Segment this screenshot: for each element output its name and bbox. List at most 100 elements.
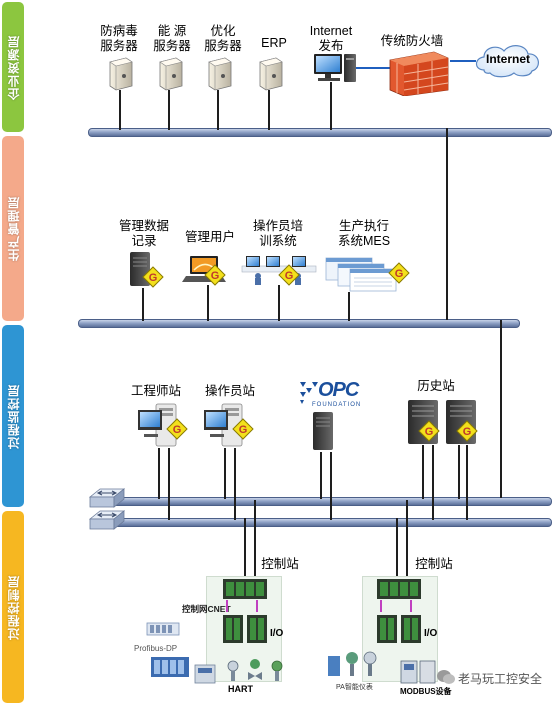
cnet-label: 控制网CNET [182, 604, 231, 614]
optimize-line1: 优化 [210, 24, 236, 38]
internet-publish-label: Internet 发布 [303, 24, 359, 54]
history-station-label: 历史站 [417, 379, 455, 393]
layer-production-bar: 生产管理层 [2, 136, 24, 321]
link-history-c [458, 445, 460, 499]
link-cs2-b [406, 500, 408, 576]
link-erp [268, 90, 270, 130]
hart-label: HART [228, 684, 253, 694]
operator-training-line1: 操作员培 [252, 219, 303, 233]
layer-control-label: 过程控制层 [6, 574, 21, 640]
link-operator-a [224, 448, 226, 499]
field-io-rack-icon [151, 657, 189, 677]
link-opc-a [320, 452, 322, 499]
operator-station-label: 操作员站 [204, 384, 255, 398]
svg-text:G: G [395, 268, 404, 280]
link-engineer-a [158, 448, 160, 499]
opc-foundation-text: FOUNDATION [312, 402, 362, 408]
mes-screens-icon [325, 257, 397, 292]
pa-instrument-icon [328, 651, 377, 676]
energy-line1: 能 源 [157, 24, 187, 38]
control-station-1-label: 控制站 [261, 557, 299, 571]
g-badge-icon: G [232, 418, 254, 440]
cnet-link [226, 600, 228, 612]
antivirus-server-label: 防病毒 服务器 [94, 24, 144, 54]
g-badge-icon: G [204, 264, 226, 286]
controller-rack-icon [377, 579, 421, 599]
link-history-d [466, 445, 468, 520]
erp-label: ERP [261, 36, 287, 50]
cnet-link [380, 600, 382, 612]
mgmt-data-label: 管理数据 记录 [114, 219, 174, 249]
link-energy [168, 90, 170, 130]
g-badge-icon: G [456, 420, 478, 442]
engineer-station-label: 工程师站 [130, 384, 181, 398]
link-history-b [432, 445, 434, 520]
io-2-label: I/O [424, 628, 438, 639]
firewall-icon [389, 51, 449, 96]
g-badge-icon: G [166, 418, 188, 440]
operator-station-icon [204, 403, 243, 447]
optimize-server-label: 优化 服务器 [198, 24, 248, 54]
link-production-down [500, 320, 502, 498]
link-optimize [217, 90, 219, 130]
link-opc-b [330, 452, 332, 520]
energy-line2: 服务器 [153, 39, 191, 53]
antivirus-server-icon [109, 57, 133, 91]
profibus-device-rack-icon [146, 622, 180, 636]
svg-text:G: G [463, 426, 472, 438]
io-module-icon [223, 615, 267, 643]
transmitter-icon [227, 660, 239, 681]
erp-server-icon [259, 57, 283, 91]
link-cs1-a [244, 518, 246, 576]
modbus-device-icon [400, 660, 436, 684]
layer-control-bar: 过程控制层 [2, 511, 24, 703]
cnet-link [410, 600, 412, 612]
link-firewall-internet [450, 60, 476, 62]
mgmt-data-line1: 管理数据 [118, 219, 169, 233]
link-cs2-a [396, 518, 398, 576]
g-badge-icon: G [142, 266, 164, 288]
g-badge-icon: G [418, 420, 440, 442]
profibus-label: Profibus-DP [134, 644, 178, 653]
internet-cloud-icon [475, 45, 539, 78]
internet-publish-pc-icon [314, 54, 356, 82]
layer-enterprise-bar: 企业资源层 [2, 2, 24, 132]
antivirus-line2: 服务器 [100, 39, 138, 53]
link-publish-firewall [356, 67, 390, 69]
link-mes [348, 292, 350, 321]
energy-server-label: 能 源 服务器 [147, 24, 197, 54]
layer-monitoring-bar: 过程监控层 [2, 325, 24, 507]
opc-foundation-logo-icon [300, 382, 318, 404]
layer-enterprise-label: 企业资源层 [6, 34, 21, 100]
enterprise-bus [88, 128, 552, 137]
link-internet-publish [330, 82, 332, 130]
control-station-2-label: 控制站 [415, 557, 453, 571]
energy-server-icon [159, 57, 183, 91]
link-mgmt-user [207, 285, 209, 321]
valve-icon [248, 659, 262, 680]
internet-cloud-label: Internet [485, 52, 530, 66]
svg-text:G: G [149, 272, 158, 284]
internet-publish-line2: 发布 [318, 39, 344, 53]
mgmt-user-label: 管理用户 [184, 230, 235, 244]
svg-text:G: G [211, 270, 220, 282]
internet-publish-line1: Internet [309, 24, 353, 38]
io-1-label: I/O [270, 628, 284, 639]
watermark-text: 老马玩工控安全 [458, 672, 543, 686]
svg-text:G: G [173, 424, 182, 436]
pa-label: PA智能仪表 [336, 684, 373, 691]
network-switch-icon [88, 510, 126, 530]
operator-training-label: 操作员培 训系统 [246, 219, 310, 249]
antivirus-line1: 防病毒 [100, 24, 138, 38]
modbus-label: MODBUS设备 [400, 687, 452, 696]
wechat-logo-icon [437, 670, 455, 684]
svg-text:G: G [239, 424, 248, 436]
mes-line1: 生产执行 [338, 219, 389, 233]
optimize-line2: 服务器 [204, 39, 242, 53]
transmitter-icon [271, 660, 283, 681]
controller-rack-icon [223, 579, 267, 599]
field-module-icon [194, 664, 216, 684]
g-badge-icon: G [278, 264, 300, 286]
link-firewall-down [446, 128, 448, 320]
engineer-station-icon [138, 403, 177, 447]
